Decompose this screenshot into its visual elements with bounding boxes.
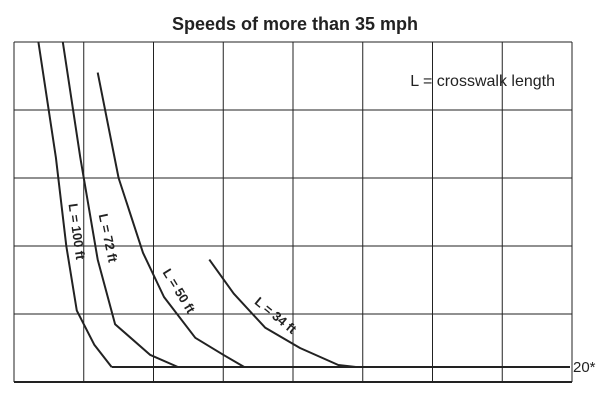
reference-line-label: 20* — [573, 359, 596, 376]
series-line-1 — [61, 41, 179, 368]
series-lines — [37, 41, 356, 368]
series-label-2: L = 50 ft — [160, 266, 199, 316]
series-label-1: L = 72 ft — [96, 212, 121, 264]
series-line-0 — [37, 41, 113, 368]
series-line-3 — [208, 259, 356, 368]
annotation-crosswalk-length: L = crosswalk length — [410, 73, 555, 90]
series-line-2 — [96, 72, 245, 368]
grid — [13, 41, 573, 383]
series-label-0: L = 100 ft — [66, 202, 89, 261]
chart-title: Speeds of more than 35 mph — [172, 14, 418, 34]
